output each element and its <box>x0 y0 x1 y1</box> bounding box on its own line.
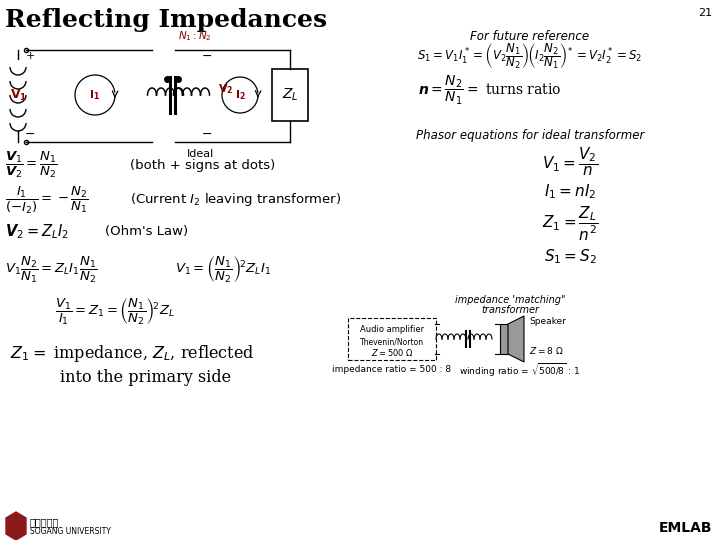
Text: transformer: transformer <box>481 305 539 315</box>
Polygon shape <box>500 324 508 354</box>
Text: Ideal: Ideal <box>186 149 214 159</box>
Text: $S_1 = S_2$: $S_1 = S_2$ <box>544 248 596 266</box>
Text: winding ratio = $\sqrt{500/8}$ : 1: winding ratio = $\sqrt{500/8}$ : 1 <box>459 361 581 379</box>
Text: $I_1 = nI_2$: $I_1 = nI_2$ <box>544 183 596 201</box>
Polygon shape <box>508 316 524 362</box>
Text: Audio amplifier: Audio amplifier <box>360 326 424 334</box>
Text: Reflecting Impedances: Reflecting Impedances <box>5 8 327 32</box>
Text: Speaker: Speaker <box>529 318 566 327</box>
Text: $Z_1 = $ impedance, $\boldsymbol{Z_L}$, reflected: $Z_1 = $ impedance, $\boldsymbol{Z_L}$, … <box>10 343 254 364</box>
Text: $Z_1 = \dfrac{Z_L}{n^2}$: $Z_1 = \dfrac{Z_L}{n^2}$ <box>542 205 598 243</box>
Text: $\mathbf{V_2}$: $\mathbf{V_2}$ <box>218 82 234 96</box>
Text: $\boldsymbol{V}_2 = Z_L I_2$: $\boldsymbol{V}_2 = Z_L I_2$ <box>5 222 69 241</box>
Text: (Ohm's Law): (Ohm's Law) <box>105 226 188 239</box>
Text: 서강대학교: 서강대학교 <box>30 517 59 527</box>
Text: $S_1 = V_1I_1^* = \left(V_2\dfrac{N_1}{N_2}\right)\!\left(I_2\dfrac{N_2}{N_1}\ri: $S_1 = V_1I_1^* = \left(V_2\dfrac{N_1}{N… <box>418 41 642 71</box>
Polygon shape <box>6 512 26 540</box>
FancyBboxPatch shape <box>272 69 308 121</box>
Text: EMLAB: EMLAB <box>659 521 712 535</box>
Text: $Z_L$: $Z_L$ <box>282 87 298 103</box>
Text: $\mathbf{I_2}$: $\mathbf{I_2}$ <box>235 88 246 102</box>
Text: SOGANG UNIVERSITY: SOGANG UNIVERSITY <box>30 528 111 537</box>
Text: Thevenin/Norton: Thevenin/Norton <box>360 338 424 347</box>
Text: into the primary side: into the primary side <box>60 369 231 387</box>
Text: $Z = 500\ \Omega$: $Z = 500\ \Omega$ <box>371 348 413 359</box>
Text: −: − <box>24 127 35 140</box>
Text: −: − <box>202 50 212 63</box>
Text: $\dfrac{V_1}{I_1} = Z_1 = \left(\dfrac{N_1}{N_2}\right)^{\!2} Z_L$: $\dfrac{V_1}{I_1} = Z_1 = \left(\dfrac{N… <box>55 297 175 327</box>
Text: $\mathbf{I_1}$: $\mathbf{I_1}$ <box>89 88 101 102</box>
Text: (Current $I_2$ leaving transformer): (Current $I_2$ leaving transformer) <box>130 192 341 208</box>
Text: $\dfrac{\boldsymbol{V}_1}{\boldsymbol{V}_2} = \dfrac{N_1}{N_2}$: $\dfrac{\boldsymbol{V}_1}{\boldsymbol{V}… <box>5 150 58 180</box>
Text: 21: 21 <box>698 8 712 18</box>
Text: $V_1 \dfrac{N_2}{N_1} = Z_L I_1 \dfrac{N_1}{N_2}$: $V_1 \dfrac{N_2}{N_1} = Z_L I_1 \dfrac{N… <box>5 255 97 285</box>
Text: −: − <box>202 127 212 140</box>
Text: $V_1 = \dfrac{V_2}{n}$: $V_1 = \dfrac{V_2}{n}$ <box>542 146 598 178</box>
Text: Phasor equations for ideal transformer: Phasor equations for ideal transformer <box>416 129 644 141</box>
Text: $\mathbf{V_1}$: $\mathbf{V_1}$ <box>10 87 27 103</box>
Text: +: + <box>25 51 35 61</box>
Text: $Z = 8\ \Omega$: $Z = 8\ \Omega$ <box>529 345 564 355</box>
FancyBboxPatch shape <box>348 318 436 360</box>
Text: For future reference: For future reference <box>470 30 590 43</box>
Text: $\dfrac{I_1}{(-I_2)} = -\dfrac{N_2}{N_1}$: $\dfrac{I_1}{(-I_2)} = -\dfrac{N_2}{N_1}… <box>5 184 89 215</box>
Text: $\boldsymbol{n} = \dfrac{N_2}{N_1} = $ turns ratio: $\boldsymbol{n} = \dfrac{N_2}{N_1} = $ t… <box>418 73 562 106</box>
Text: $V_1 = \left(\dfrac{N_1}{N_2}\right)^{\!2} Z_L I_1$: $V_1 = \left(\dfrac{N_1}{N_2}\right)^{\!… <box>175 255 271 285</box>
Text: (both + signs at dots): (both + signs at dots) <box>130 159 275 172</box>
Text: $N_1 : N_2$: $N_1 : N_2$ <box>178 29 212 43</box>
Text: impedance ratio = 500 : 8: impedance ratio = 500 : 8 <box>333 366 451 375</box>
Text: impedance 'matching": impedance 'matching" <box>455 295 565 305</box>
